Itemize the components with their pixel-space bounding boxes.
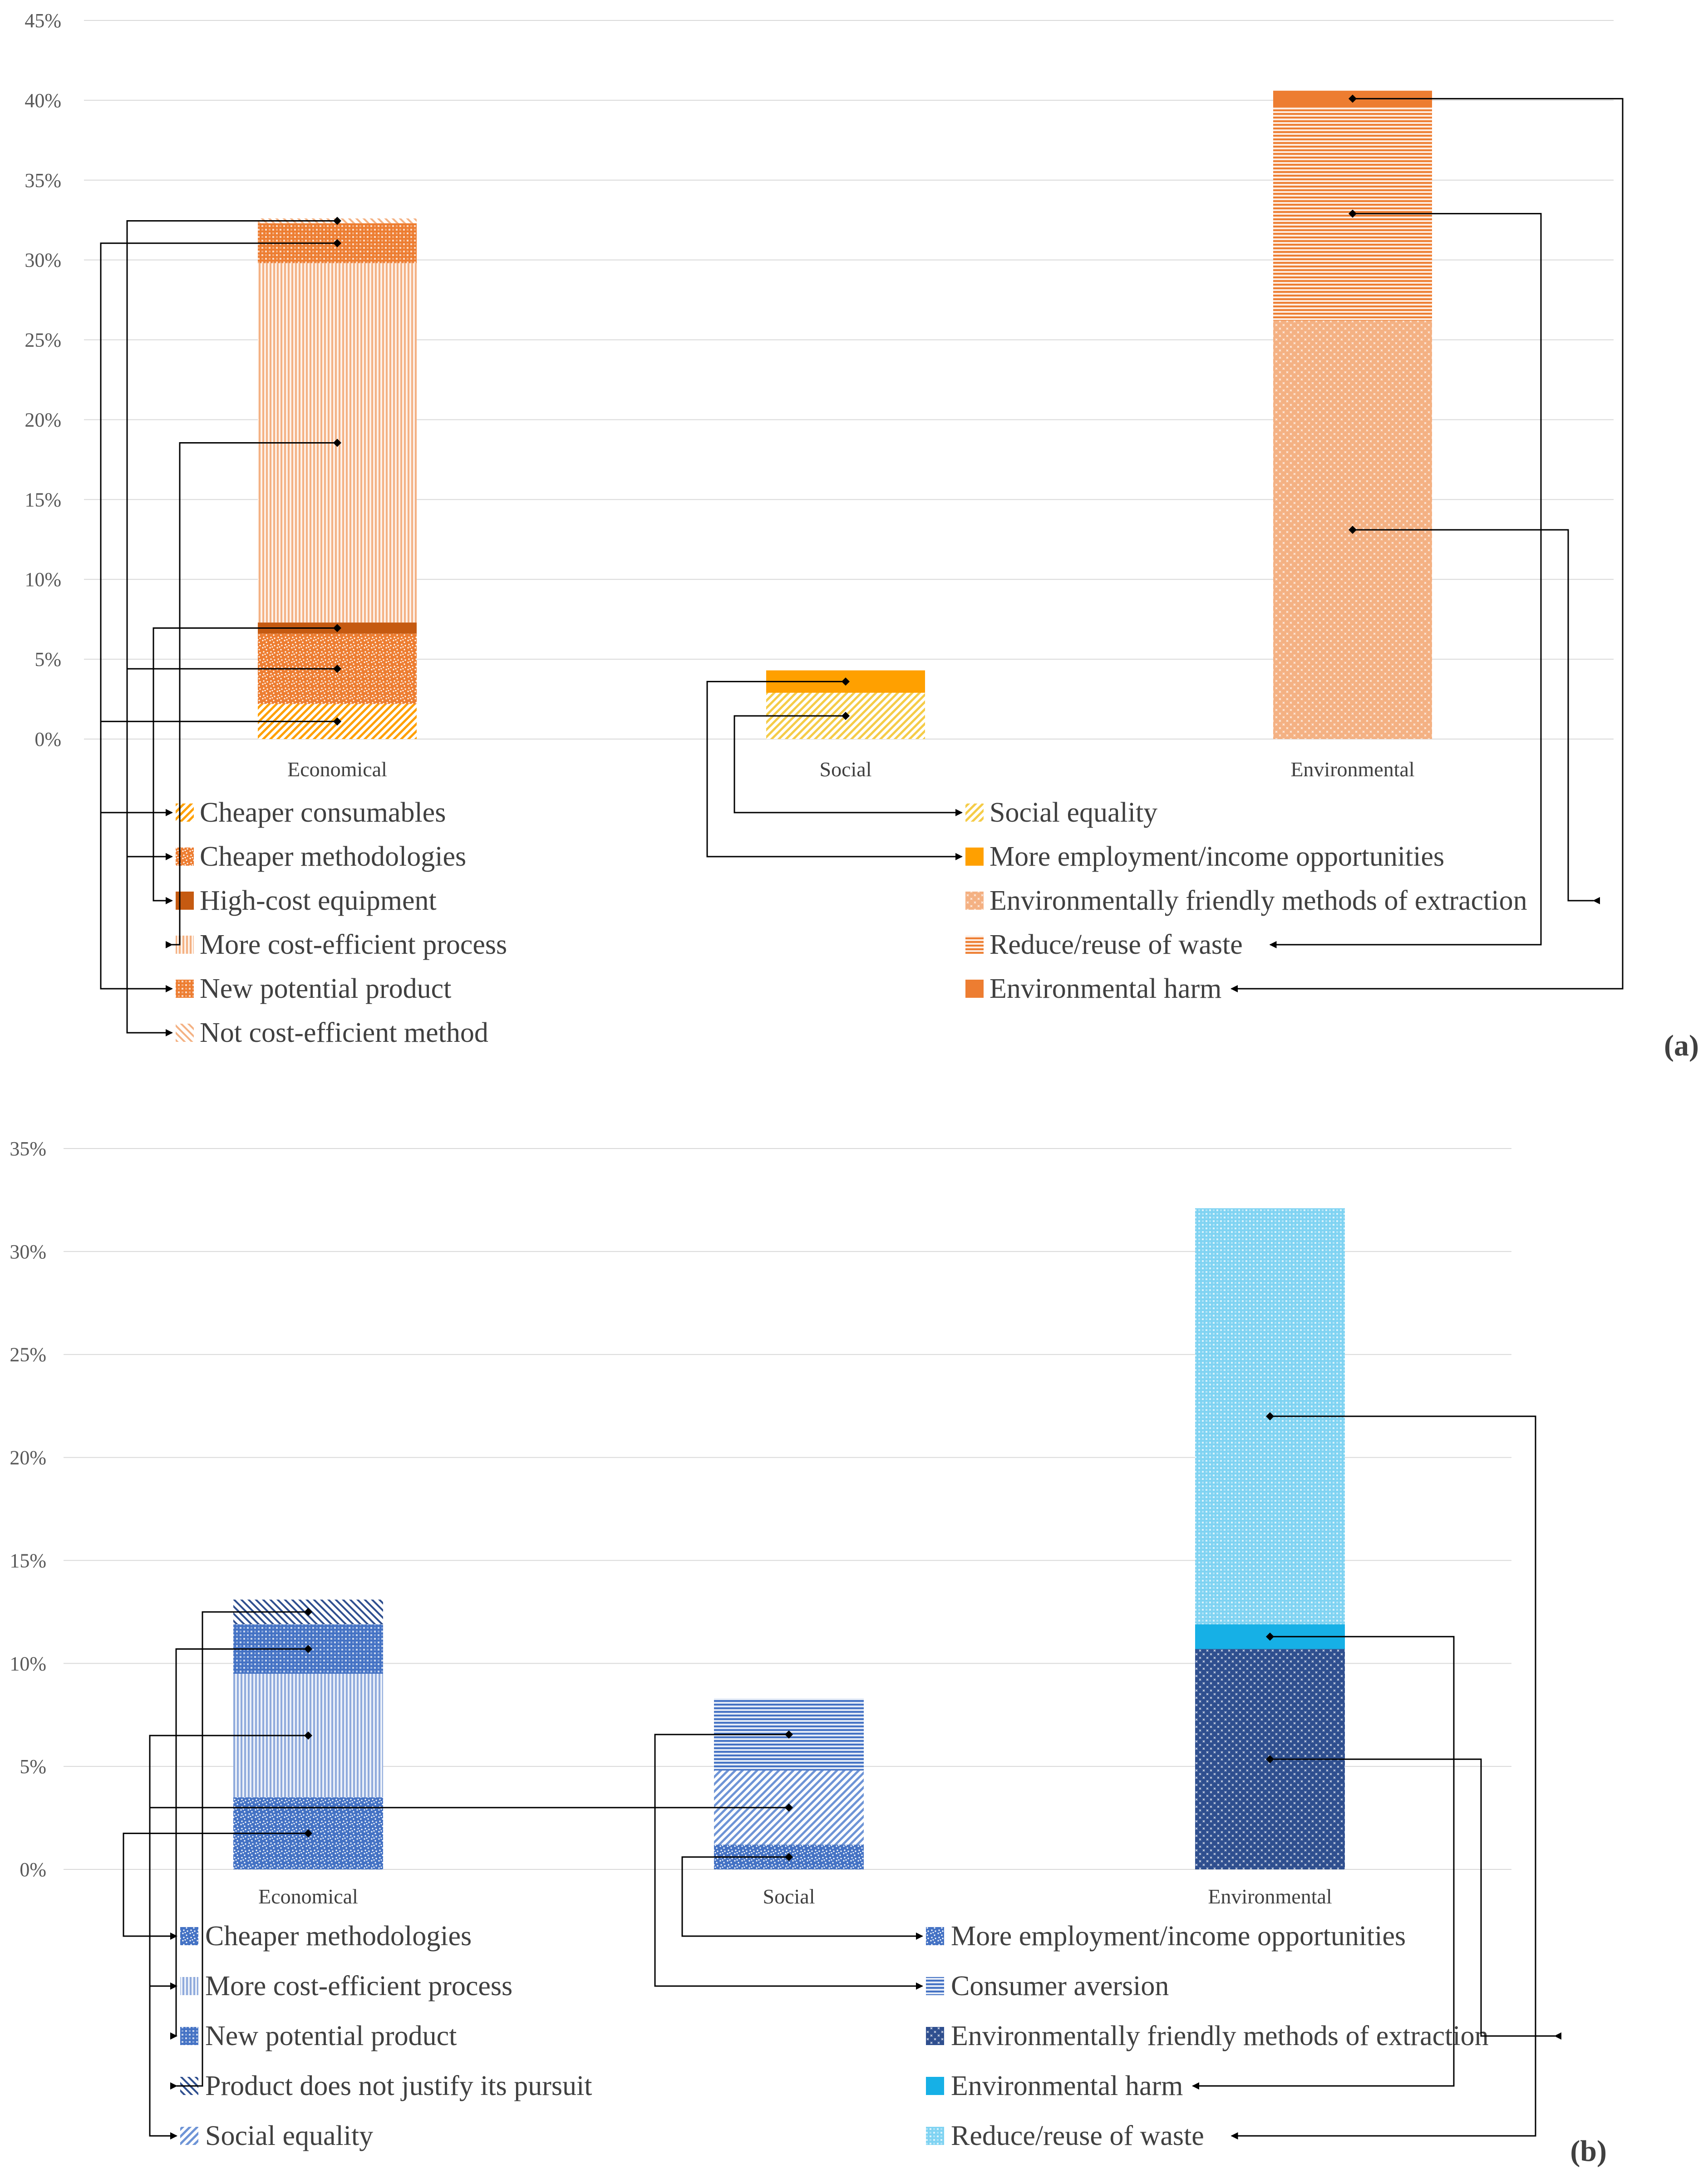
x-category-label: Social [820, 758, 872, 781]
legend-label-reduce-reuse-of-waste: Reduce/reuse of waste [989, 929, 1243, 960]
legend-label-environmental-harm: Environmental harm [951, 2071, 1183, 2101]
x-category-label: Social [763, 1885, 815, 1908]
chart-a: 0% 5% 10% 15% 20% 25% 30% 35% 40% 45% Economical So… [25, 10, 1699, 1062]
y-tick-label: 45% [25, 10, 61, 32]
legend-swatch-more-cost-efficient-process [180, 1977, 198, 1995]
legend-swatch-reduce-reuse-of-waste [965, 936, 984, 954]
leader-product-does-not-justify-its-pursuit [170, 1607, 312, 2090]
leader-more-cost-efficient-process [166, 439, 341, 948]
leader-environmentally-friendly-methods-of-extraction [1266, 1755, 1561, 2040]
y-tick-label: 0% [20, 1859, 46, 1881]
legend-swatch-environmentally-friendly-methods-of-extraction [926, 2027, 944, 2045]
legend-label-more-cost-efficient-process: More cost-efficient process [205, 1971, 512, 2002]
leader-environmentally-friendly-methods-of-extraction [1349, 526, 1600, 904]
legend-label-new-potential-product: New potential product [200, 973, 451, 1004]
legend-label-reduce-reuse-of-waste: Reduce/reuse of waste [951, 2120, 1204, 2151]
legend-swatch-cheaper-methodologies [180, 1927, 198, 1945]
legend-label-cheaper-methodologies: Cheaper methodologies [205, 1921, 472, 1952]
leader-not-cost-efficient-method [126, 217, 341, 1036]
y-tick-label: 10% [10, 1652, 46, 1675]
legend-label-more-employment-income-opportunities: More employment/income opportunities [951, 1921, 1406, 1952]
legend-swatch-high-cost-equipment [176, 892, 194, 910]
legend-label-more-employment-income-opportunities: More employment/income opportunities [989, 841, 1444, 872]
y-tick-label: 5% [34, 648, 61, 670]
x-category-label: Economical [287, 758, 387, 781]
leader-environmental-harm [1192, 1632, 1455, 2090]
legend-label-environmentally-friendly-methods-of-extraction: Environmentally friendly methods of extr… [989, 885, 1527, 916]
y-tick-label: 20% [10, 1447, 46, 1469]
legend-swatch-environmental-harm [926, 2077, 944, 2095]
legend-swatch-reduce-reuse-of-waste [926, 2127, 944, 2145]
legend-label-not-cost-efficient-method: Not cost-efficient method [200, 1017, 488, 1048]
leader-new-potential-product [100, 239, 341, 992]
legend-swatch-new-potential-product [176, 980, 194, 998]
legend-label-social-equality: Social equality [989, 797, 1157, 828]
legend-label-product-does-not-justify-its-pursuit: Product does not justify its pursuit [205, 2071, 592, 2101]
legend-label-cheaper-consumables: Cheaper consumables [200, 797, 446, 828]
y-tick-label: 40% [25, 89, 61, 112]
leader-new-potential-product [170, 1645, 312, 2040]
legend-swatch-environmentally-friendly-methods-of-extraction [965, 892, 984, 910]
leader-environmental-harm [1231, 94, 1624, 992]
leader-consumer-aversion [654, 1730, 923, 1990]
legend-swatch-cheaper-methodologies [176, 848, 194, 866]
y-tick-label: 30% [25, 249, 61, 271]
y-tick-label: 35% [25, 169, 61, 192]
leader-social-equality [733, 711, 963, 816]
x-category-label: Environmental [1290, 758, 1414, 781]
panel-label: (a) [1664, 1029, 1699, 1062]
leader-reduce-reuse-of-waste [1231, 1412, 1536, 2140]
y-tick-label: 35% [10, 1138, 46, 1160]
x-category-label: Economical [258, 1885, 358, 1908]
y-tick-label: 25% [25, 329, 61, 351]
y-tick-label: 30% [10, 1241, 46, 1263]
leader-more-employment-income-opportunities [681, 1853, 923, 1940]
legend-label-social-equality: Social equality [205, 2120, 373, 2151]
legend-swatch-more-employment-income-opportunities [965, 848, 984, 866]
legend-swatch-social-equality [965, 804, 984, 822]
legend-swatch-new-potential-product [180, 2027, 198, 2045]
leader-high-cost-equipment [153, 624, 341, 904]
legend-swatch-not-cost-efficient-method [176, 1024, 194, 1042]
legend-label-high-cost-equipment: High-cost equipment [200, 885, 437, 916]
legend-swatch-consumer-aversion [926, 1977, 944, 1995]
legend-swatch-cheaper-consumables [176, 804, 194, 822]
y-tick-label: 5% [20, 1755, 46, 1778]
y-tick-label: 15% [25, 488, 61, 511]
y-tick-label: 0% [34, 728, 61, 750]
legend-label-environmental-harm: Environmental harm [989, 973, 1221, 1004]
legend-label-cheaper-methodologies: Cheaper methodologies [200, 841, 466, 872]
y-tick-label: 15% [10, 1549, 46, 1572]
leader-more-employment-income-opportunities [706, 677, 963, 860]
chart-b: 0% 5% 10% 15% 20% 25% 30% 35% Economical Social En… [10, 1138, 1607, 2168]
legend-swatch-environmental-harm [965, 980, 984, 998]
y-tick-label: 20% [25, 409, 61, 431]
legend-label-environmentally-friendly-methods-of-extraction: Environmentally friendly methods of extr… [951, 2021, 1489, 2051]
x-category-label: Environmental [1208, 1885, 1332, 1908]
legend-label-consumer-aversion: Consumer aversion [951, 1971, 1169, 2002]
legend-swatch-more-employment-income-opportunities [926, 1927, 944, 1945]
legend-label-new-potential-product: New potential product [205, 2021, 457, 2051]
leader-reduce-reuse-of-waste [1269, 209, 1542, 948]
y-tick-label: 10% [25, 568, 61, 591]
panel-label: (b) [1570, 2135, 1607, 2168]
leader-social-equality [149, 1803, 793, 2140]
legend-swatch-social-equality [180, 2127, 198, 2145]
y-tick-label: 25% [10, 1344, 46, 1366]
legend-label-more-cost-efficient-process: More cost-efficient process [200, 929, 507, 960]
